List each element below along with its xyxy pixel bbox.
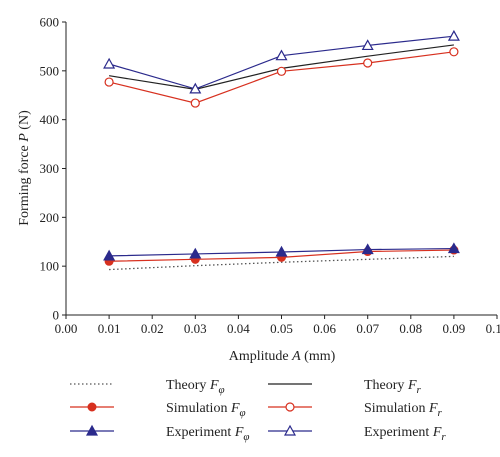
legend-item-exp-phi: Experiment Fφ	[70, 424, 249, 443]
series-exp-phi	[103, 242, 460, 261]
data-point	[190, 98, 200, 108]
x-axis-label: Amplitude A (mm)	[229, 349, 336, 364]
y-tick-label: 500	[40, 63, 60, 78]
legend-marker	[87, 402, 97, 412]
y-tick-label: 200	[40, 210, 60, 225]
legend-marker	[283, 424, 297, 436]
y-tick-label: 100	[40, 259, 60, 274]
series-theory-phi	[109, 255, 454, 271]
data-point	[276, 66, 287, 76]
data-point	[363, 58, 373, 68]
legend-label: Theory Fφ	[166, 378, 225, 396]
data-point	[361, 243, 374, 255]
x-tick-label: 0.00	[55, 321, 78, 336]
x-tick-label: 0.04	[227, 321, 250, 336]
y-tick-label: 400	[40, 112, 60, 127]
series-line	[109, 255, 454, 271]
series-exp-r	[103, 29, 460, 94]
data-point	[189, 82, 202, 94]
x-tick-label: 0.06	[313, 321, 336, 336]
legend-label: Experiment Fφ	[166, 425, 249, 443]
series-sim-r	[104, 47, 459, 108]
data-point	[275, 49, 288, 61]
data-point	[447, 29, 460, 41]
x-tick-label: 0.03	[184, 321, 207, 336]
series-line	[108, 35, 454, 90]
legend-item-theory-phi: Theory Fφ	[70, 378, 225, 396]
y-axis-label: Forming force P (N)	[17, 110, 32, 226]
x-tick-label: 0.01	[98, 321, 121, 336]
x-tick-label: 0.10	[486, 321, 500, 336]
y-tick-label: 300	[40, 161, 60, 176]
data-point	[275, 245, 288, 257]
legend-label: Simulation Fφ	[166, 401, 246, 419]
legend-marker	[285, 402, 295, 412]
x-tick-label: 0.05	[270, 321, 293, 336]
y-axis-ticks: 0 100 200 300 400 500 600	[40, 15, 66, 323]
legend-label: Simulation Fr	[364, 401, 443, 419]
data-point	[104, 77, 114, 87]
y-tick-label: 0	[53, 308, 60, 323]
series-layer	[103, 29, 460, 271]
data-point	[447, 242, 460, 254]
legend: Theory Fφ Theory Fr Simulation Fφ Simulatio…	[70, 378, 446, 443]
x-tick-label: 0.02	[141, 321, 164, 336]
legend-label: Theory Fr	[364, 378, 422, 396]
data-point	[449, 47, 459, 57]
data-point	[361, 39, 374, 51]
data-point	[103, 249, 116, 261]
legend-item-theory-r: Theory Fr	[268, 378, 422, 396]
legend-item-sim-r: Simulation Fr	[268, 401, 443, 419]
x-tick-label: 0.08	[399, 321, 422, 336]
x-tick-label: 0.09	[443, 321, 466, 336]
legend-label: Experiment Fr	[364, 425, 446, 443]
x-tick-label: 0.07	[356, 321, 379, 336]
legend-item-sim-phi: Simulation Fφ	[70, 401, 246, 419]
legend-marker	[85, 424, 99, 436]
data-point	[189, 247, 202, 259]
x-axis-ticks: 0.00 0.01 0.02 0.03 0.04 0.05 0.06 0.07 0.08 0.09…	[55, 315, 500, 336]
axes	[65, 22, 497, 316]
legend-item-exp-r: Experiment Fr	[268, 424, 446, 443]
y-tick-label: 600	[40, 15, 60, 30]
data-point	[103, 57, 116, 69]
